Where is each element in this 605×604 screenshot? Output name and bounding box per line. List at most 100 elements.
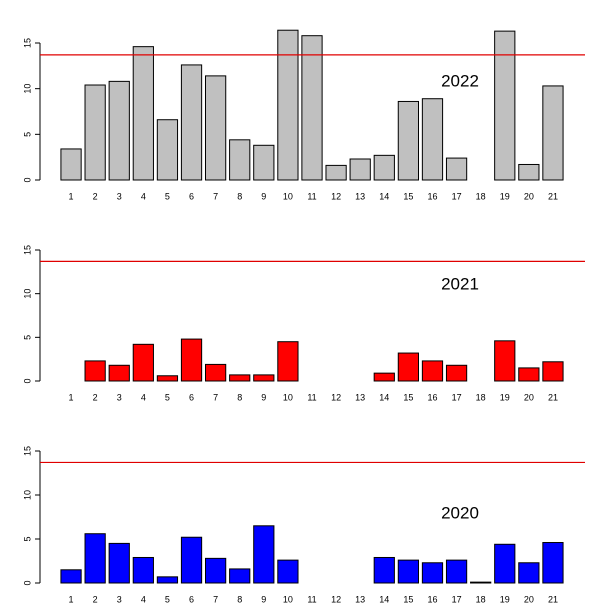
x-tick-label: 17 [452,191,462,201]
bar [132,343,154,382]
panel-label: 2021 [441,274,479,293]
x-tick-label: 14 [379,392,389,402]
bar [156,576,179,584]
bar [132,46,154,181]
x-tick-label: 18 [476,191,486,201]
y-tick-label: 5 [22,335,32,340]
x-tick-label: 11 [307,594,316,604]
x-tick-label: 19 [500,392,510,402]
x-tick-label: 18 [476,594,486,604]
y-tick-label: 10 [22,289,32,299]
x-tick-label: 8 [237,594,242,604]
x-tick-label: 21 [548,191,558,201]
panel-label: 2022 [441,71,479,90]
x-tick-label: 6 [189,594,194,604]
x-tick-label: 8 [237,191,242,201]
bar [349,158,371,181]
x-tick-label: 4 [141,392,146,402]
bar [470,581,492,584]
x-tick-label: 19 [500,191,510,201]
y-tick-label: 5 [22,132,32,137]
bar [494,30,516,181]
x-tick-label: 10 [283,191,293,201]
bar [180,536,203,584]
bar [494,543,516,584]
x-tick-label: 17 [452,392,462,402]
bar [373,556,395,584]
x-tick-label: 11 [307,392,316,402]
x-tick-label: 13 [355,191,365,201]
bar [277,341,299,382]
y-tick-label: 0 [22,378,32,383]
bar [108,80,130,181]
x-tick-label: 15 [403,191,413,201]
bar [445,157,468,181]
y-tick-label: 10 [22,490,32,500]
x-tick-label: 12 [331,594,341,604]
y-tick-label: 0 [22,580,32,585]
x-tick-label: 2 [93,191,98,201]
x-tick-label: 7 [213,392,218,402]
x-tick-label: 1 [69,594,74,604]
x-tick-label: 16 [427,392,437,402]
bar [277,29,299,181]
bar [397,559,420,584]
x-tick-label: 3 [117,191,122,201]
x-tick-label: 13 [355,594,365,604]
bar [421,562,444,584]
bar [421,360,444,382]
bar [542,361,564,382]
x-tick-label: 21 [548,594,558,604]
bar [204,557,227,584]
bar [518,367,540,382]
y-tick-label: 0 [22,177,32,182]
x-tick-label: 9 [261,191,266,201]
bar [180,338,203,382]
x-tick-label: 9 [261,594,266,604]
x-tick-label: 12 [331,392,341,402]
x-tick-label: 21 [548,392,558,402]
x-tick-label: 17 [452,594,462,604]
x-tick-label: 13 [355,392,365,402]
bar [229,568,251,584]
y-tick-label: 15 [22,38,32,48]
x-tick-label: 14 [379,191,389,201]
x-tick-label: 20 [524,392,534,402]
bar [445,364,468,382]
bar [108,364,130,382]
bar [397,352,420,382]
x-tick-label: 3 [117,392,122,402]
x-tick-label: 7 [213,594,218,604]
bar [132,556,154,584]
bar [518,163,540,181]
x-tick-label: 18 [476,392,486,402]
bar [253,374,275,382]
bar [180,64,203,181]
y-tick-label: 15 [22,245,32,255]
x-tick-label: 5 [165,594,170,604]
y-tick-label: 15 [22,446,32,456]
bar [204,75,227,181]
x-tick-label: 7 [213,191,218,201]
x-tick-label: 2 [93,392,98,402]
x-tick-label: 6 [189,392,194,402]
x-tick-label: 19 [500,594,510,604]
bar [542,542,564,584]
x-tick-label: 5 [165,191,170,201]
x-tick-label: 1 [69,191,74,201]
x-tick-label: 4 [141,191,146,201]
bar [156,375,179,382]
x-tick-label: 8 [237,392,242,402]
bar [301,35,323,181]
x-tick-label: 15 [403,594,413,604]
bar [518,562,540,584]
bar [229,139,251,181]
x-tick-label: 9 [261,392,266,402]
y-tick-label: 10 [22,84,32,94]
bar [60,148,82,181]
x-tick-label: 4 [141,594,146,604]
bar [325,164,347,181]
bar [84,533,106,584]
bar [373,154,395,181]
bar [84,360,106,382]
